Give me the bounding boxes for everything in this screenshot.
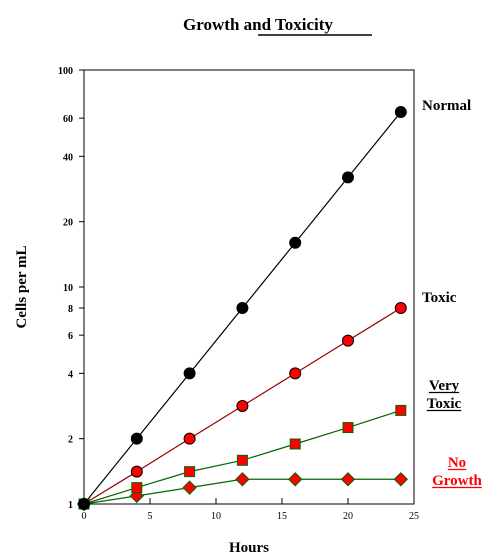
- data-point: [395, 303, 406, 314]
- data-point: [184, 433, 195, 444]
- data-point: [343, 423, 353, 433]
- y-tick-label: 4: [68, 369, 73, 380]
- data-point: [237, 455, 247, 465]
- x-tick-label: 15: [277, 511, 287, 522]
- series-label: Normal: [422, 98, 471, 114]
- data-point: [236, 473, 249, 486]
- series-labels: Normal Toxic Very Toxic No Growth: [422, 98, 483, 489]
- y-tick-label: 20: [63, 218, 73, 229]
- data-point: [237, 400, 248, 411]
- x-axis-label: Hours: [229, 540, 269, 556]
- x-tick-label: 25: [409, 511, 419, 522]
- data-point: [131, 466, 142, 477]
- y-tick-label: 10: [63, 283, 73, 294]
- data-point: [343, 172, 354, 183]
- data-point: [289, 473, 302, 486]
- x-axis-ticks: 0 5 10 15 20 25: [82, 498, 420, 522]
- y-tick-label: 2: [68, 435, 73, 446]
- x-tick-label: 20: [343, 511, 353, 522]
- data-point: [342, 473, 355, 486]
- chart-title: Growth and Toxicity: [183, 15, 333, 34]
- y-tick-label: 6: [68, 331, 73, 342]
- data-point: [79, 499, 90, 510]
- data-point: [396, 405, 406, 415]
- y-axis-label: Cells per mL: [14, 245, 30, 328]
- data-point: [184, 368, 195, 379]
- data-point: [395, 107, 406, 118]
- y-tick-label: 1: [68, 500, 73, 511]
- data-point: [343, 335, 354, 346]
- data-point: [394, 473, 407, 486]
- data-point: [290, 368, 301, 379]
- data-point: [290, 439, 300, 449]
- data-point: [132, 483, 142, 493]
- data-point: [183, 481, 196, 494]
- y-tick-label: 40: [63, 152, 73, 163]
- y-tick-label: 60: [63, 114, 73, 125]
- y-tick-label: 100: [58, 66, 73, 77]
- data-point: [131, 433, 142, 444]
- data-point: [290, 237, 301, 248]
- y-tick-label: 8: [68, 304, 73, 315]
- data-point: [237, 303, 248, 314]
- series-label: Very: [429, 378, 460, 394]
- series-layer: [78, 107, 408, 511]
- series-label: No: [448, 455, 466, 471]
- y-axis-ticks: 1 2 4 6 8 10 20 40 60 100: [58, 66, 84, 511]
- x-tick-label: 0: [82, 511, 87, 522]
- series-label: Toxic: [427, 396, 462, 412]
- data-point: [185, 467, 195, 477]
- x-tick-label: 10: [211, 511, 221, 522]
- series-label: Toxic: [422, 290, 457, 306]
- x-tick-label: 5: [148, 511, 153, 522]
- series-label: Growth: [432, 473, 482, 489]
